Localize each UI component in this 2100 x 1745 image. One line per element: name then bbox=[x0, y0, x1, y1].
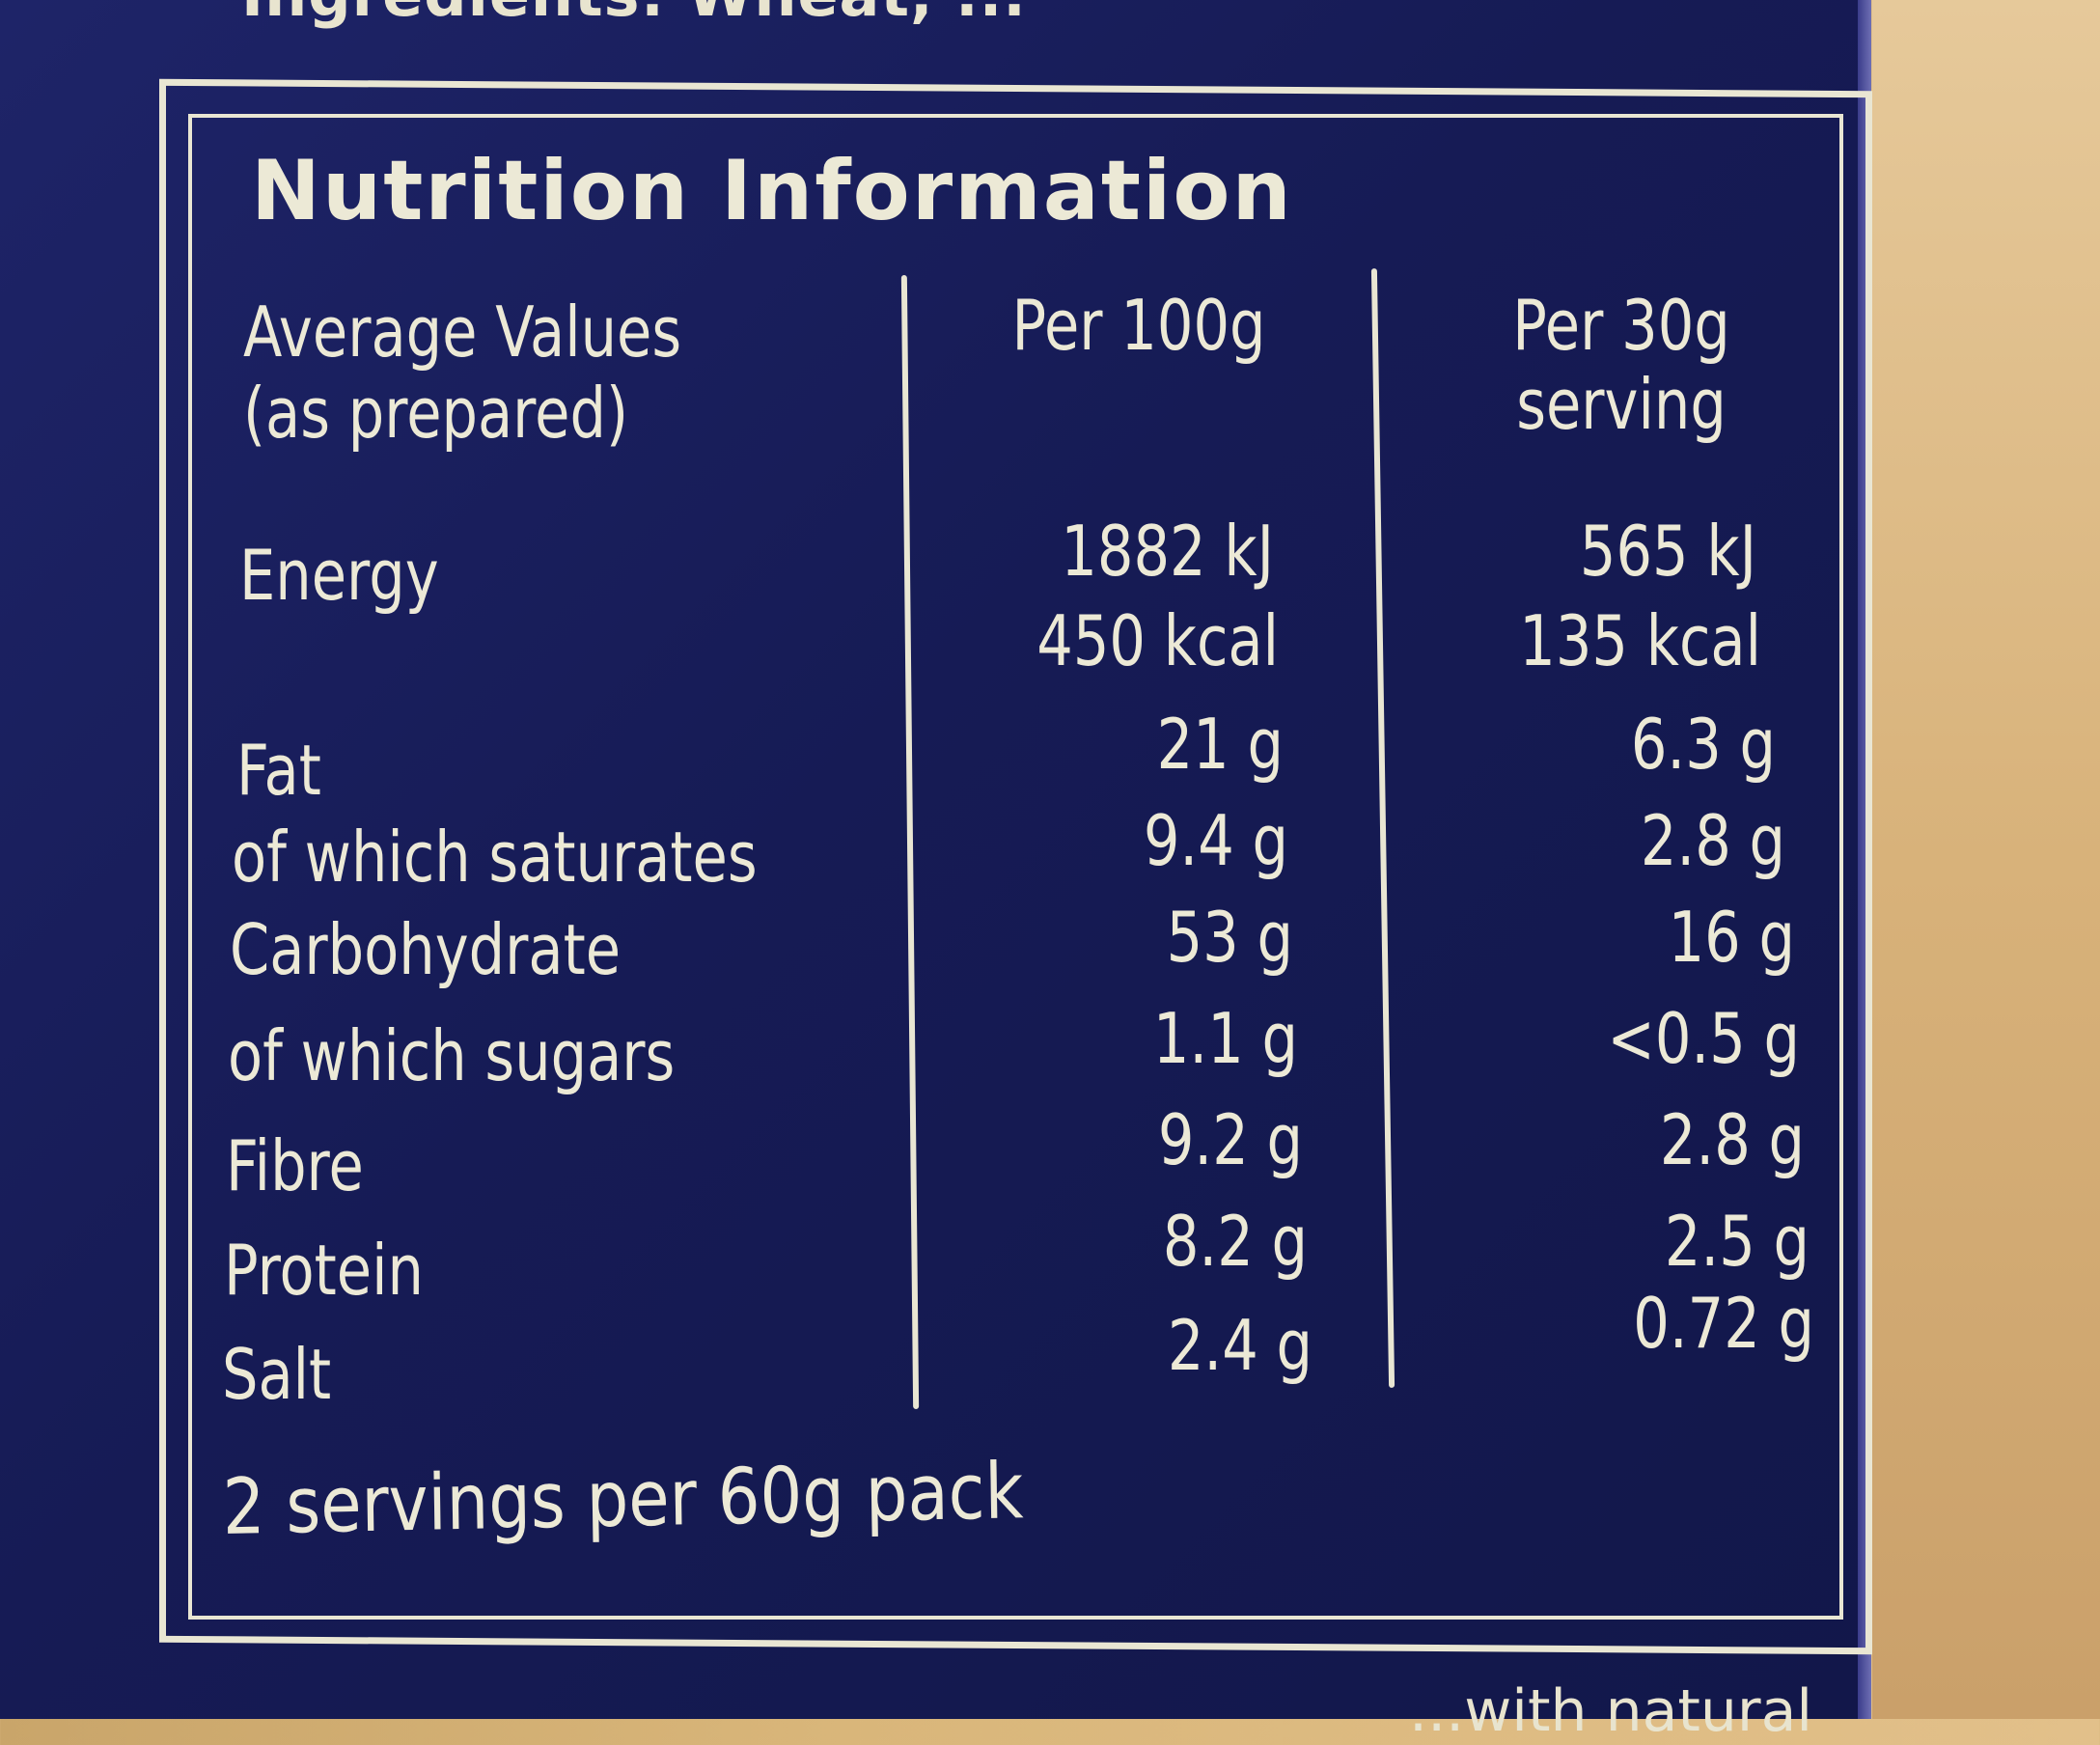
row-label: of which saturates bbox=[232, 817, 758, 898]
row-perserving: 0.72 g bbox=[1633, 1283, 1814, 1364]
row-perserving: 2.5 g bbox=[1664, 1201, 1810, 1282]
nutrition-title: Nutrition Information bbox=[251, 143, 1293, 239]
header-per100: Per 100g bbox=[1011, 285, 1266, 366]
row-perserving: 2.8 g bbox=[1640, 800, 1785, 881]
energy-perserving-kcal: 135 kcal bbox=[1519, 600, 1761, 681]
row-label: Salt bbox=[222, 1334, 332, 1415]
header-perserving-line2: serving bbox=[1516, 364, 1727, 445]
row-label: Fibre bbox=[226, 1125, 364, 1206]
row-perserving: 2.8 g bbox=[1659, 1099, 1805, 1180]
energy-per100-kj: 1882 kJ bbox=[1061, 511, 1274, 592]
bottom-text-cropped: ...with natural bbox=[1409, 1677, 1813, 1745]
header-label-line2: (as prepared) bbox=[243, 373, 628, 454]
row-label: Carbohydrate bbox=[230, 909, 622, 990]
servings-footer: 2 servings per 60g pack bbox=[222, 1446, 1024, 1552]
row-per100: 1.1 g bbox=[1152, 998, 1298, 1079]
row-label: Fat bbox=[236, 730, 321, 811]
row-per100: 9.2 g bbox=[1157, 1099, 1303, 1180]
row-per100: 2.4 g bbox=[1167, 1305, 1312, 1386]
row-per100: 53 g bbox=[1166, 897, 1293, 978]
ingredients-heading-cropped: Ingredients: Wheat, ... bbox=[241, 0, 1027, 30]
row-perserving: 16 g bbox=[1668, 897, 1795, 978]
nutrition-inner-border bbox=[188, 114, 1843, 1620]
row-label: Protein bbox=[224, 1230, 424, 1311]
energy-per100-kcal: 450 kcal bbox=[1036, 600, 1279, 681]
row-perserving: 6.3 g bbox=[1630, 704, 1776, 785]
header-label-line1: Average Values bbox=[243, 291, 682, 373]
package-panel bbox=[0, 0, 1867, 1719]
package-edge bbox=[1858, 0, 1871, 1719]
energy-perserving-kj: 565 kJ bbox=[1579, 511, 1756, 592]
row-per100: 8.2 g bbox=[1162, 1201, 1308, 1282]
row-per100: 9.4 g bbox=[1143, 800, 1288, 881]
energy-label: Energy bbox=[239, 535, 439, 616]
wooden-surface bbox=[1872, 0, 2100, 1719]
header-perserving-line1: Per 30g bbox=[1512, 285, 1730, 366]
row-per100: 21 g bbox=[1156, 704, 1284, 785]
row-perserving: <0.5 g bbox=[1607, 998, 1800, 1079]
row-label: of which sugars bbox=[228, 1015, 676, 1096]
